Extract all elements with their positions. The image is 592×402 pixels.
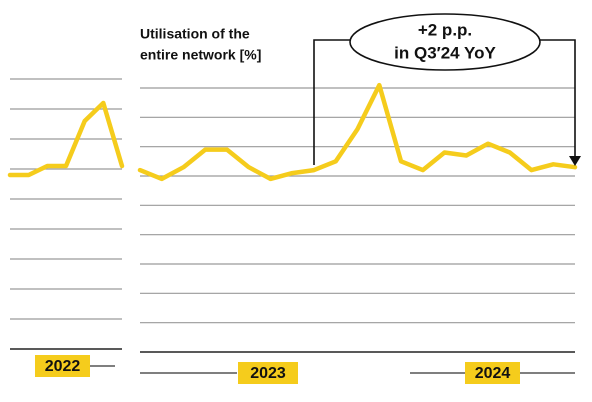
year-label-bg bbox=[465, 362, 520, 384]
annotation: +2 p.p. bbox=[418, 20, 472, 39]
year-label-bg bbox=[35, 355, 90, 377]
annotation-arrow bbox=[569, 156, 581, 166]
x-group-label: 2022 bbox=[45, 358, 81, 375]
panel: 2023 2024 bbox=[137, 82, 578, 384]
data-line bbox=[7, 100, 125, 178]
annotation-bubble bbox=[349, 13, 541, 71]
chart-title: Utilisation of the bbox=[140, 26, 250, 42]
x-group-label: 2024 bbox=[475, 365, 511, 382]
annotation: in Q3′24 YoY bbox=[394, 43, 496, 62]
chart-title: entire network [%] bbox=[140, 47, 261, 63]
panel: 2022 bbox=[7, 78, 125, 377]
x-group-label: 2023 bbox=[250, 365, 286, 382]
annotation-bracket bbox=[313, 39, 576, 165]
data-line bbox=[137, 82, 578, 182]
year-label-bg bbox=[238, 362, 298, 384]
